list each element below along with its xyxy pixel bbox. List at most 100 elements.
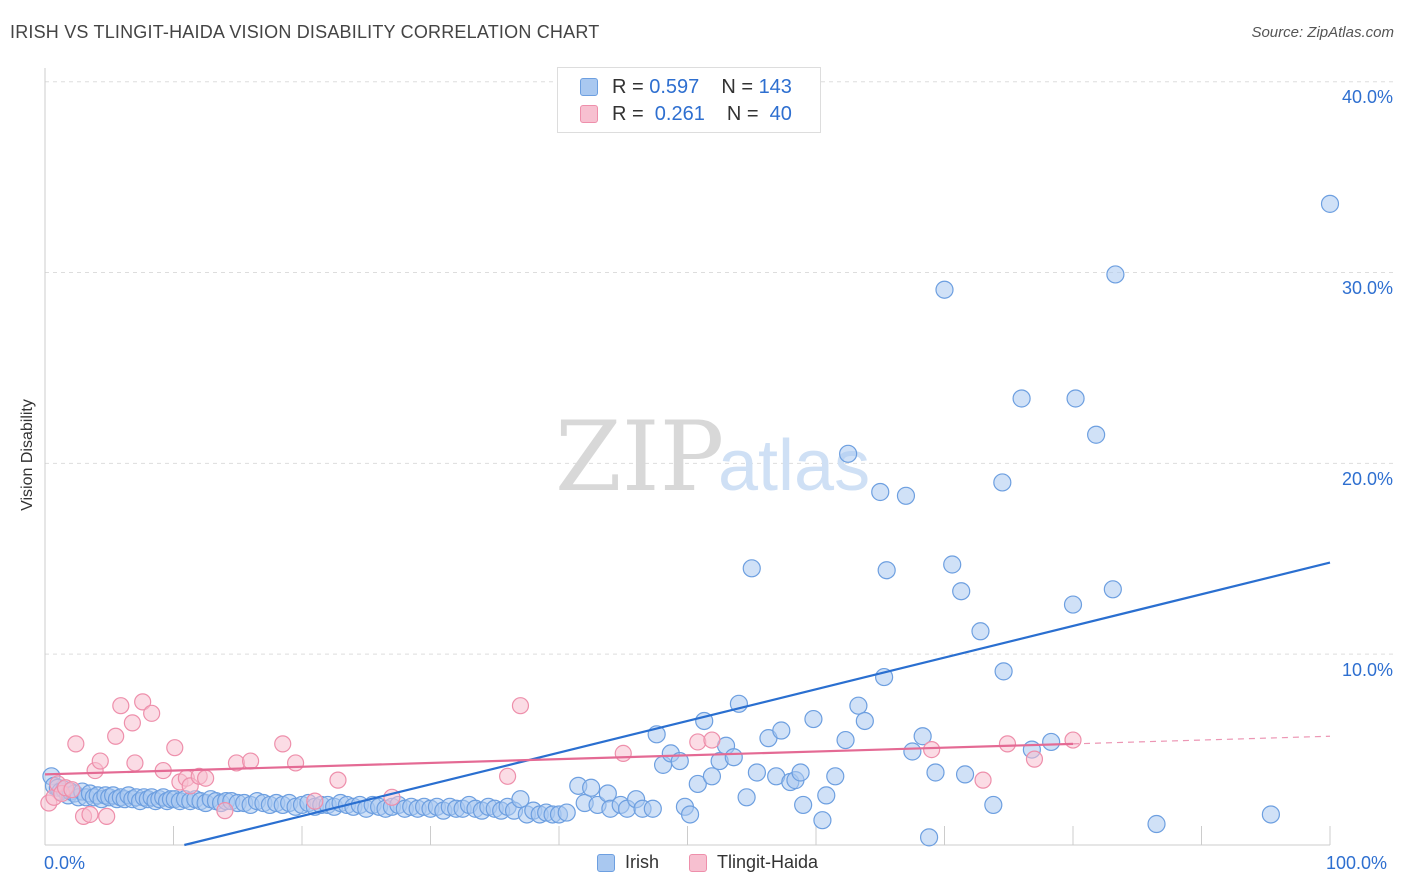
axes: [44, 68, 1331, 846]
irish-point: [747, 763, 766, 782]
tlingit-point: [689, 733, 707, 751]
tlingit-r-label: R =: [612, 102, 644, 125]
irish-point: [849, 696, 868, 715]
irish-point: [724, 748, 743, 767]
irish-point: [877, 561, 896, 580]
irish-point: [794, 795, 813, 815]
irish-legend-swatch: [597, 853, 615, 872]
x-tick-min: 0.0%: [44, 853, 86, 873]
tlingit-point: [703, 731, 721, 749]
irish-point: [1066, 389, 1085, 408]
irish-point: [1012, 389, 1031, 408]
legend-item-tlingit[interactable]: Tlingit-Haida: [689, 852, 818, 873]
tlingit-point: [67, 735, 85, 753]
legend-item-irish[interactable]: Irish: [597, 852, 659, 873]
tlingit-point: [998, 735, 1017, 753]
tlingit-points: [40, 693, 1082, 825]
tlingit-point: [166, 739, 184, 757]
tlingit-n-label: N =: [726, 102, 759, 125]
tlingit-legend-label: Tlingit-Haida: [717, 852, 819, 872]
irish-point: [1087, 425, 1106, 444]
tlingit-point: [197, 769, 215, 787]
tlingit-trend-extension: [1072, 735, 1331, 745]
tlingit-point: [134, 693, 152, 711]
y-tick-10: 10.0%: [1341, 660, 1393, 680]
tlingit-point: [126, 754, 144, 772]
irish-point: [817, 786, 836, 805]
tlingit-swatch: [580, 105, 598, 123]
tlingit-point: [216, 802, 234, 820]
tlingit-r-value: 0.261: [649, 102, 705, 125]
irish-point: [871, 482, 890, 502]
irish-point: [582, 778, 601, 797]
irish-point: [896, 486, 916, 505]
irish-point: [737, 788, 756, 807]
correlation-legend: R = 0.597 N = 143 R = 0.261 N = 40: [557, 67, 821, 133]
irish-r-value: 0.597: [649, 75, 700, 98]
irish-point: [913, 727, 932, 746]
irish-n-value: 143: [758, 75, 792, 98]
watermark-atlas: atlas: [718, 426, 870, 506]
y-tick-20: 20.0%: [1341, 469, 1393, 489]
irish-point: [836, 730, 855, 750]
irish-point: [1042, 732, 1061, 752]
trend-lines: [44, 561, 1331, 847]
irish-r-label: R =: [612, 75, 644, 98]
irish-point: [926, 763, 945, 782]
irish-point: [919, 828, 939, 847]
grid-lines: [45, 81, 1395, 655]
source-label: Source: ZipAtlas.com: [1251, 24, 1394, 41]
watermark-zip: ZIP: [555, 401, 724, 513]
irish-n-label: N =: [721, 75, 753, 98]
irish-point: [943, 555, 962, 574]
tlingit-point: [242, 752, 260, 770]
series-legend: Irish Tlingit-Haida: [597, 852, 848, 873]
irish-point: [955, 765, 975, 784]
irish-point: [1103, 580, 1122, 599]
tlingit-point: [63, 781, 81, 799]
tlingit-point: [329, 771, 347, 789]
irish-point: [804, 709, 823, 729]
irish-point: [557, 803, 576, 822]
tlingit-point: [511, 697, 530, 715]
tlingit-trend-line: [44, 742, 1074, 776]
irish-point: [839, 444, 858, 463]
y-tick-30: 30.0%: [1341, 278, 1393, 298]
watermark: ZIP atlas: [555, 401, 870, 513]
tlingit-point: [81, 805, 99, 824]
legend-row-irish: R = 0.597 N = 143: [580, 74, 792, 100]
irish-point: [688, 774, 707, 794]
x-tick-max: 100.0%: [1326, 853, 1388, 873]
tlingit-point: [499, 767, 517, 785]
tlingit-point: [614, 744, 632, 763]
tlingit-point: [107, 727, 125, 745]
irish-point: [993, 473, 1012, 492]
irish-point: [772, 721, 791, 740]
tlingit-point: [274, 735, 292, 753]
irish-point: [791, 763, 810, 782]
irish-point: [971, 622, 990, 641]
irish-point: [702, 767, 722, 786]
irish-point: [1147, 814, 1166, 834]
tlingit-point: [143, 704, 161, 722]
tlingit-point: [91, 752, 109, 770]
irish-points: [42, 194, 1340, 847]
irish-point: [670, 751, 689, 771]
tlingit-point: [974, 771, 992, 789]
irish-point: [935, 280, 954, 299]
irish-point: [855, 711, 874, 731]
legend-row-tlingit: R = 0.261 N = 40: [580, 101, 792, 127]
irish-swatch: [580, 78, 598, 96]
tlingit-legend-swatch: [689, 853, 708, 872]
tlingit-point: [98, 807, 116, 825]
tlingit-point: [923, 740, 941, 759]
irish-point: [643, 799, 662, 818]
irish-point: [1261, 805, 1280, 824]
irish-point: [1106, 265, 1125, 284]
tlingit-n-value: 40: [764, 102, 792, 125]
tlingit-point: [286, 754, 305, 772]
tlingit-point: [306, 792, 324, 810]
irish-point: [511, 790, 530, 809]
y-tick-40: 40.0%: [1341, 87, 1393, 107]
